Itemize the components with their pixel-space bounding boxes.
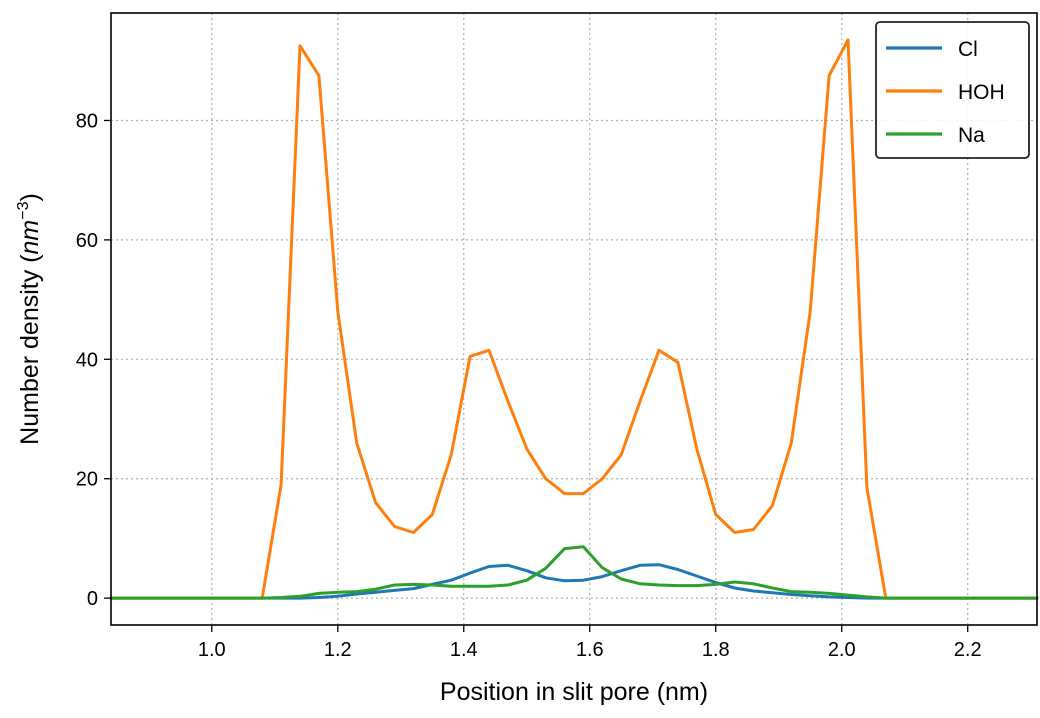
y-tick-label: 20 [76,469,98,491]
y-axis-label-text: Number density ( [16,254,44,445]
legend-label-na: Na [958,124,985,147]
y-tick-label: 0 [87,588,98,610]
y-axis-label: Number density (nm−3) [15,193,44,445]
series-lines [109,38,1039,600]
legend-box [875,21,1030,159]
x-tick-label: 2.0 [828,639,856,661]
y-axis-label-close: ) [16,193,44,201]
y-axis-label-unit: nm [16,220,44,255]
series-line-cl [109,563,1039,600]
series-line-hoh [109,38,1039,600]
plot-frame [110,12,1038,626]
y-tick-label: 60 [76,230,98,252]
ticks: 1.0 1.2 1.4 1.6 1.8 2.0 2.2 0 20 40 60 80 [76,110,982,661]
y-tick-label: 80 [76,110,98,132]
x-tick-label: 1.8 [702,639,730,661]
y-axis-label-exponent: −3 [15,201,32,219]
legend-label-cl: Cl [958,38,978,61]
legend-label-hoh: HOH [958,81,1005,104]
x-axis-label: Position in slit pore (nm) [440,678,708,706]
x-tick-label: 1.4 [450,639,478,661]
y-tick-label: 40 [76,349,98,371]
x-tick-label: 1.0 [198,639,226,661]
legend: Cl HOH Na [875,21,1030,159]
series-line-na [109,545,1039,600]
x-tick-label: 1.6 [576,639,604,661]
x-tick-label: 2.2 [954,639,982,661]
x-tick-label: 1.2 [324,639,352,661]
